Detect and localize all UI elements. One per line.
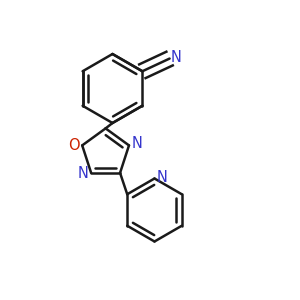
Text: O: O (68, 138, 80, 153)
Text: N: N (171, 50, 182, 64)
Text: N: N (77, 166, 88, 181)
Text: N: N (132, 136, 143, 152)
Text: N: N (157, 170, 167, 185)
